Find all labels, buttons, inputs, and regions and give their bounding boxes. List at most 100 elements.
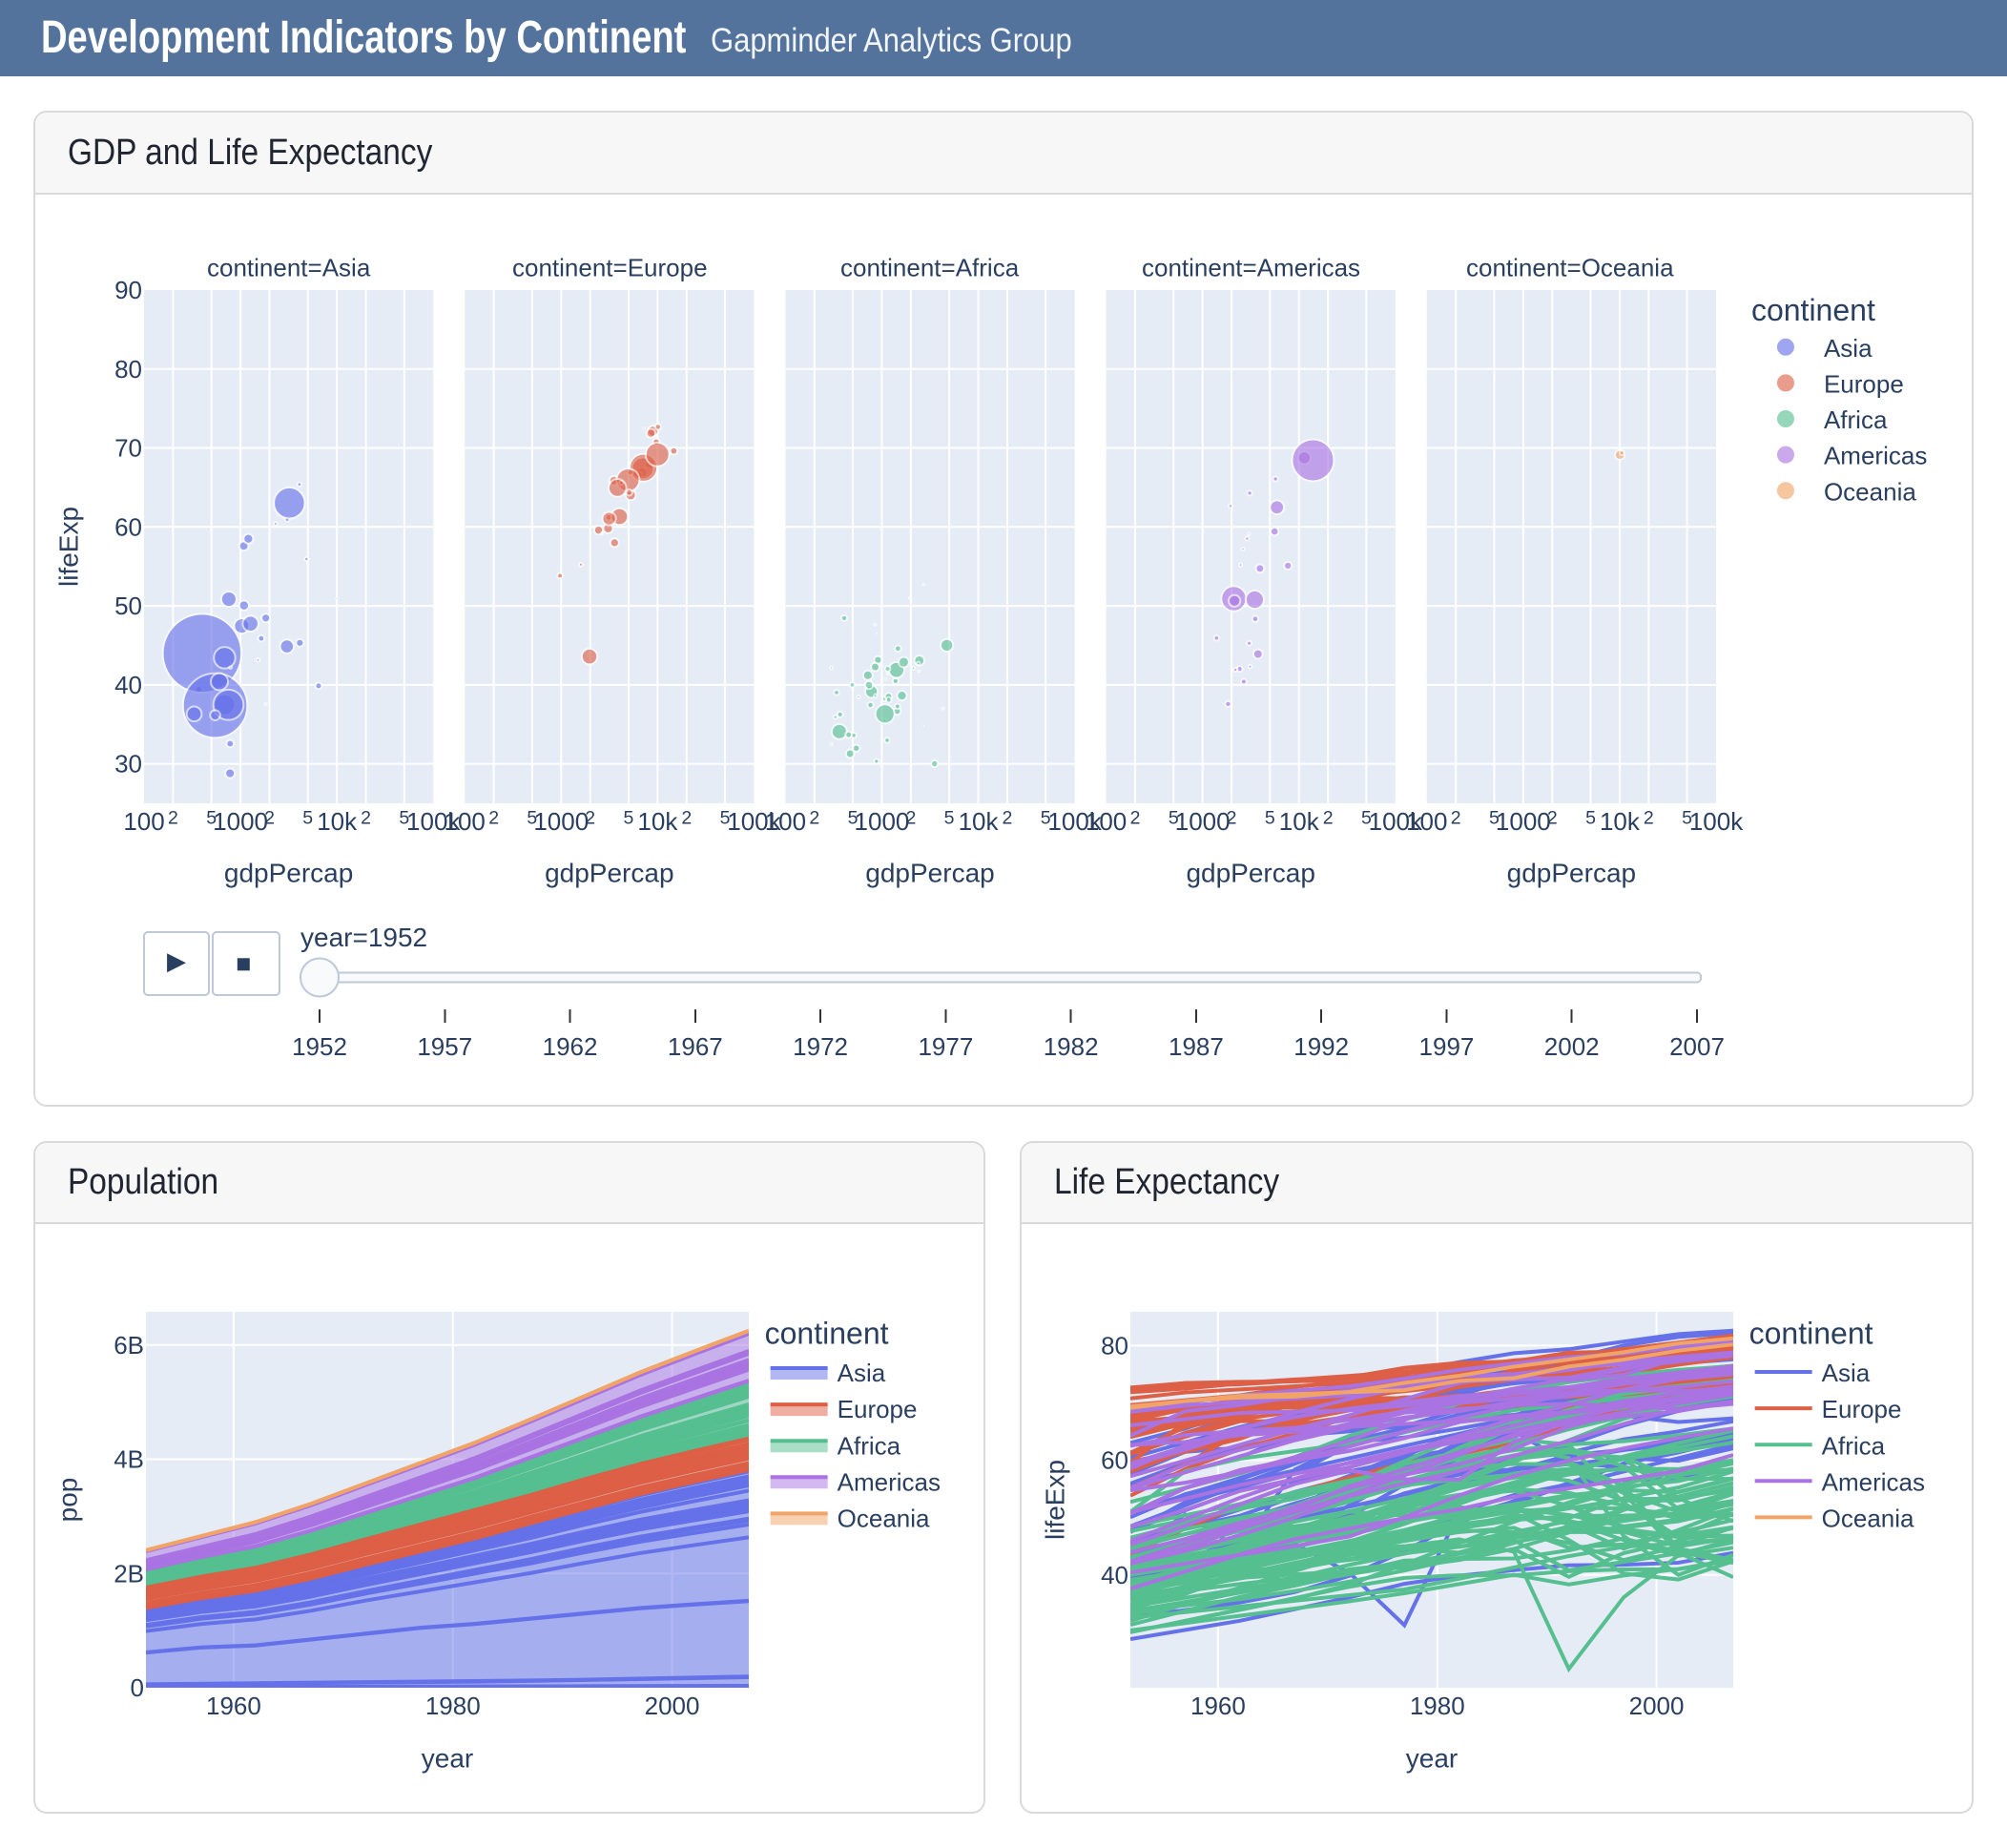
svg-text:90: 90 [114, 276, 142, 304]
svg-text:2: 2 [905, 807, 916, 828]
svg-text:1997: 1997 [1419, 1031, 1475, 1060]
svg-text:Europe: Europe [1824, 369, 1904, 398]
svg-text:2: 2 [585, 807, 595, 828]
svg-text:2: 2 [1130, 807, 1141, 828]
svg-text:Americas: Americas [838, 1468, 941, 1497]
svg-text:1000: 1000 [1175, 807, 1231, 836]
svg-text:Oceania: Oceania [838, 1505, 930, 1533]
svg-text:100k: 100k [727, 807, 781, 836]
svg-text:1982: 1982 [1044, 1031, 1099, 1060]
svg-text:100: 100 [1086, 807, 1127, 836]
svg-text:continent=Oceania: continent=Oceania [1466, 253, 1674, 281]
svg-text:30: 30 [114, 749, 142, 778]
svg-text:gdpPercap: gdpPercap [1186, 858, 1314, 887]
svg-text:10k: 10k [637, 807, 678, 836]
svg-text:60: 60 [1101, 1446, 1128, 1475]
svg-text:1992: 1992 [1293, 1031, 1349, 1060]
svg-text:5: 5 [848, 807, 859, 828]
svg-text:5: 5 [623, 807, 633, 828]
svg-text:gdpPercap: gdpPercap [545, 858, 673, 887]
svg-text:80: 80 [1101, 1332, 1128, 1360]
svg-text:5: 5 [1361, 807, 1372, 828]
svg-text:Africa: Africa [1824, 405, 1888, 434]
svg-text:2: 2 [1003, 807, 1013, 828]
svg-text:▶: ▶ [167, 946, 186, 975]
svg-text:40: 40 [114, 671, 142, 699]
svg-text:year: year [422, 1744, 473, 1774]
svg-text:5: 5 [1169, 807, 1179, 828]
svg-text:5: 5 [527, 807, 537, 828]
svg-text:100k: 100k [1047, 807, 1102, 836]
svg-text:100: 100 [444, 807, 485, 836]
svg-text:Africa: Africa [1822, 1432, 1886, 1461]
svg-text:60: 60 [114, 512, 142, 541]
svg-text:continent=Europe: continent=Europe [512, 253, 708, 281]
svg-text:1000: 1000 [1496, 807, 1551, 836]
svg-text:Asia: Asia [1822, 1359, 1871, 1387]
svg-text:4B: 4B [114, 1445, 144, 1474]
svg-text:continent=Africa: continent=Africa [840, 253, 1020, 281]
svg-text:5: 5 [720, 807, 731, 828]
svg-text:continent: continent [765, 1317, 889, 1351]
svg-text:5: 5 [1585, 807, 1596, 828]
svg-text:2: 2 [168, 807, 178, 828]
svg-text:10k: 10k [959, 807, 1000, 836]
svg-text:1000: 1000 [855, 807, 910, 836]
svg-text:6B: 6B [114, 1331, 144, 1360]
svg-text:continent=Asia: continent=Asia [207, 253, 371, 281]
svg-text:Asia: Asia [838, 1359, 886, 1387]
svg-text:Oceania: Oceania [1822, 1505, 1914, 1533]
svg-text:2000: 2000 [645, 1692, 700, 1720]
svg-text:100k: 100k [1369, 807, 1423, 836]
svg-text:1980: 1980 [425, 1692, 481, 1720]
svg-text:Europe: Europe [838, 1395, 918, 1423]
svg-text:2: 2 [1227, 807, 1237, 828]
svg-text:2: 2 [681, 807, 692, 828]
svg-text:2: 2 [809, 807, 819, 828]
svg-text:year: year [1406, 1744, 1458, 1774]
svg-text:100: 100 [1406, 807, 1447, 836]
svg-text:gdpPercap: gdpPercap [224, 858, 353, 887]
svg-text:pop: pop [52, 1478, 82, 1523]
svg-text:1952: 1952 [292, 1031, 347, 1060]
svg-text:5: 5 [1041, 807, 1051, 828]
svg-text:lifeExp: lifeExp [53, 507, 83, 587]
svg-text:2007: 2007 [1669, 1031, 1725, 1060]
svg-text:2: 2 [488, 807, 499, 828]
svg-text:lifeExp: lifeExp [1040, 1460, 1069, 1540]
svg-text:2: 2 [1644, 807, 1654, 828]
svg-text:gdpPercap: gdpPercap [865, 858, 994, 887]
svg-text:1980: 1980 [1410, 1692, 1465, 1720]
svg-text:10k: 10k [317, 807, 358, 836]
svg-text:40: 40 [1101, 1561, 1128, 1589]
svg-text:1000: 1000 [213, 807, 268, 836]
svg-text:2: 2 [1451, 807, 1461, 828]
svg-text:2000: 2000 [1629, 1692, 1685, 1720]
svg-text:◼: ◼ [236, 953, 252, 974]
svg-text:1987: 1987 [1169, 1031, 1224, 1060]
svg-text:continent: continent [1751, 292, 1875, 326]
svg-text:10k: 10k [1279, 807, 1320, 836]
svg-text:gdpPercap: gdpPercap [1507, 858, 1636, 887]
svg-text:Oceania: Oceania [1824, 477, 1916, 506]
svg-text:Europe: Europe [1822, 1395, 1902, 1423]
svg-text:100: 100 [765, 807, 806, 836]
svg-text:1000: 1000 [533, 807, 589, 836]
svg-text:1960: 1960 [206, 1692, 261, 1720]
svg-text:100k: 100k [1689, 807, 1744, 836]
svg-text:Asia: Asia [1824, 334, 1873, 363]
svg-text:100k: 100k [406, 807, 461, 836]
svg-text:5: 5 [1265, 807, 1275, 828]
svg-text:Americas: Americas [1824, 441, 1927, 469]
svg-text:5: 5 [944, 807, 955, 828]
svg-text:1977: 1977 [918, 1031, 973, 1060]
svg-text:1967: 1967 [668, 1031, 723, 1060]
svg-text:0: 0 [131, 1673, 144, 1702]
svg-text:100: 100 [123, 807, 164, 836]
svg-text:year=1952: year=1952 [300, 922, 427, 951]
svg-text:5: 5 [302, 807, 313, 828]
svg-text:Americas: Americas [1822, 1468, 1925, 1497]
svg-text:5: 5 [206, 807, 217, 828]
svg-text:2B: 2B [114, 1560, 144, 1588]
svg-text:70: 70 [114, 433, 142, 462]
